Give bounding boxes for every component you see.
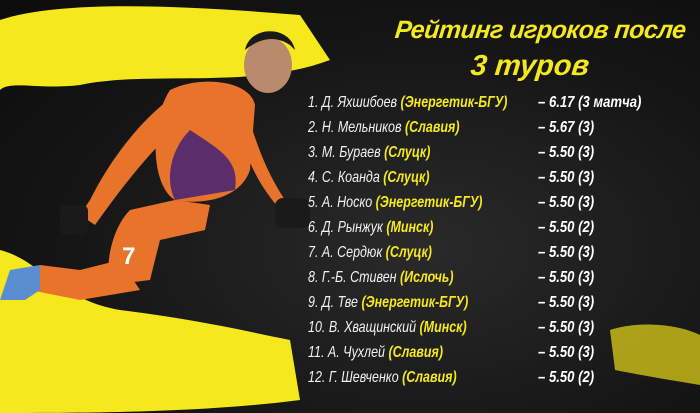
player-cell: 6. Д. Рынжук (Минск) xyxy=(308,215,530,240)
player-cell: 10. В. Хващинский (Минск) xyxy=(308,315,530,340)
player-cell: 3. М. Бураев (Слуцк) xyxy=(308,140,530,165)
player-text: 5. А. Носко (Энергетик-БГУ) xyxy=(308,190,482,215)
rating-row: 12. Г. Шевченко (Славия) – 5.50 (2) xyxy=(308,365,688,390)
rating-row: 8. Г.-Б. Стивен (Ислочь) – 5.50 (3) xyxy=(308,265,688,290)
player-text: 2. Н. Мельников (Славия) xyxy=(308,115,460,140)
rating-row: 11. А. Чухлей (Славия) – 5.50 (3) xyxy=(308,340,688,365)
rating-row: 9. Д. Тве (Энергетик-БГУ) – 5.50 (3) xyxy=(308,290,688,315)
rating-row: 10. В. Хващинский (Минск) – 5.50 (3) xyxy=(308,315,688,340)
rating-score: – 5.50 (2) xyxy=(538,369,595,386)
player-name: Д. Рынжук xyxy=(321,219,383,236)
title-line-2: 3 туров xyxy=(469,50,591,82)
rating-row: 2. Н. Мельников (Славия) – 5.67 (3) xyxy=(308,115,688,140)
player-text: 10. В. Хващинский (Минск) xyxy=(308,315,467,340)
rank: 3. xyxy=(308,144,319,161)
rating-score: – 5.50 (3) xyxy=(538,294,595,311)
title-line-1: Рейтинг игроков после xyxy=(393,16,688,44)
rating-row: 1. Д. Яхшибоев (Энергетик-БГУ) – 6.17 (3 … xyxy=(308,90,688,115)
player-name: А. Чухлей xyxy=(327,344,385,361)
rank: 6. xyxy=(308,219,319,236)
player-text: 1. Д. Яхшибоев (Энергетик-БГУ) xyxy=(308,90,507,115)
club-name: (Энергетик-БГУ) xyxy=(361,294,469,311)
player-text: 3. М. Бураев (Слуцк) xyxy=(308,140,430,165)
rating-row: 7. А. Сердюк (Слуцк) – 5.50 (3) xyxy=(308,240,688,265)
rating-score: – 5.50 (3) xyxy=(538,169,595,186)
player-cell: 4. С. Коанда (Слуцк) xyxy=(308,165,530,190)
rating-score: – 5.50 (3) xyxy=(538,269,595,286)
club-name: (Славия) xyxy=(388,344,443,361)
rank: 9. xyxy=(308,294,319,311)
player-name: В. Хващинский xyxy=(328,319,417,336)
club-name: (Слуцк) xyxy=(385,244,432,261)
rank: 7. xyxy=(308,244,319,261)
player-name: Г.-Б. Стивен xyxy=(321,269,397,286)
rating-score: – 5.50 (3) xyxy=(538,344,595,361)
rating-row: 6. Д. Рынжук (Минск) – 5.50 (2) xyxy=(308,215,688,240)
player-name: Д. Тве xyxy=(321,294,358,311)
rating-score: – 5.67 (3) xyxy=(538,119,595,136)
rating-score: – 5.50 (3) xyxy=(538,244,595,261)
rating-row: 5. А. Носко (Энергетик-БГУ) – 5.50 (3) xyxy=(308,190,688,215)
club-name: (Слуцк) xyxy=(383,169,430,186)
player-name: А. Сердюк xyxy=(321,244,383,261)
rank: 10. xyxy=(308,319,326,336)
yellow-splash-right xyxy=(610,324,700,385)
rating-score: – 5.50 (3) xyxy=(538,144,595,161)
rating-row: 3. М. Бураев (Слуцк) – 5.50 (3) xyxy=(308,140,688,165)
rating-score: – 6.17 (3 матча) xyxy=(538,94,642,111)
player-name: Н. Мельников xyxy=(321,119,402,136)
rating-score: – 5.50 (2) xyxy=(538,219,595,236)
player-text: 6. Д. Рынжук (Минск) xyxy=(308,215,433,240)
rating-row: 4. С. Коанда (Слуцк) – 5.50 (3) xyxy=(308,165,688,190)
rank: 8. xyxy=(308,269,319,286)
club-name: (Минск) xyxy=(419,319,467,336)
player-cell: 2. Н. Мельников (Славия) xyxy=(308,115,530,140)
player-text: 9. Д. Тве (Энергетик-БГУ) xyxy=(308,290,468,315)
club-name: (Минск) xyxy=(386,219,434,236)
club-name: (Энергетик-БГУ) xyxy=(375,194,483,211)
club-name: (Славия) xyxy=(402,369,457,386)
player-cell: 1. Д. Яхшибоев (Энергетик-БГУ) xyxy=(308,90,530,115)
rank: 11. xyxy=(308,344,325,361)
club-name: (Ислочь) xyxy=(399,269,454,286)
player-text: 7. А. Сердюк (Слуцк) xyxy=(308,240,432,265)
player-text: 8. Г.-Б. Стивен (Ислочь) xyxy=(308,265,453,290)
player-name: М. Бураев xyxy=(321,144,381,161)
player-text: 12. Г. Шевченко (Славия) xyxy=(308,365,457,390)
club-name: (Славия) xyxy=(404,119,460,136)
player-name: С. Коанда xyxy=(321,169,380,186)
rating-score: – 5.50 (3) xyxy=(538,319,595,336)
player-cell: 8. Г.-Б. Стивен (Ислочь) xyxy=(308,265,530,290)
rating-score: – 5.50 (3) xyxy=(538,194,595,211)
player-cell: 5. А. Носко (Энергетик-БГУ) xyxy=(308,190,530,215)
club-name: (Энергетик-БГУ) xyxy=(400,94,508,111)
player-cell: 12. Г. Шевченко (Славия) xyxy=(308,365,530,390)
player-name: Д. Яхшибоев xyxy=(321,94,398,111)
rank: 12. xyxy=(308,369,326,386)
player-cell: 7. А. Сердюк (Слуцк) xyxy=(308,240,530,265)
rank: 2. xyxy=(308,119,319,136)
player-text: 4. С. Коанда (Слуцк) xyxy=(308,165,429,190)
club-name: (Слуцк) xyxy=(384,144,431,161)
ratings-list: 1. Д. Яхшибоев (Энергетик-БГУ) – 6.17 (3 … xyxy=(308,90,688,390)
rank: 4. xyxy=(308,169,319,186)
rank: 5. xyxy=(308,194,319,211)
player-name: Г. Шевченко xyxy=(328,369,399,386)
player-cell: 9. Д. Тве (Энергетик-БГУ) xyxy=(308,290,530,315)
player-name: А. Носко xyxy=(321,194,373,211)
yellow-splash-bottom xyxy=(0,250,300,413)
player-cell: 11. А. Чухлей (Славия) xyxy=(308,340,530,365)
jersey-number: 7 xyxy=(122,243,136,270)
player-figure xyxy=(0,31,310,300)
player-text: 11. А. Чухлей (Славия) xyxy=(308,340,443,365)
rank: 1. xyxy=(308,94,319,111)
